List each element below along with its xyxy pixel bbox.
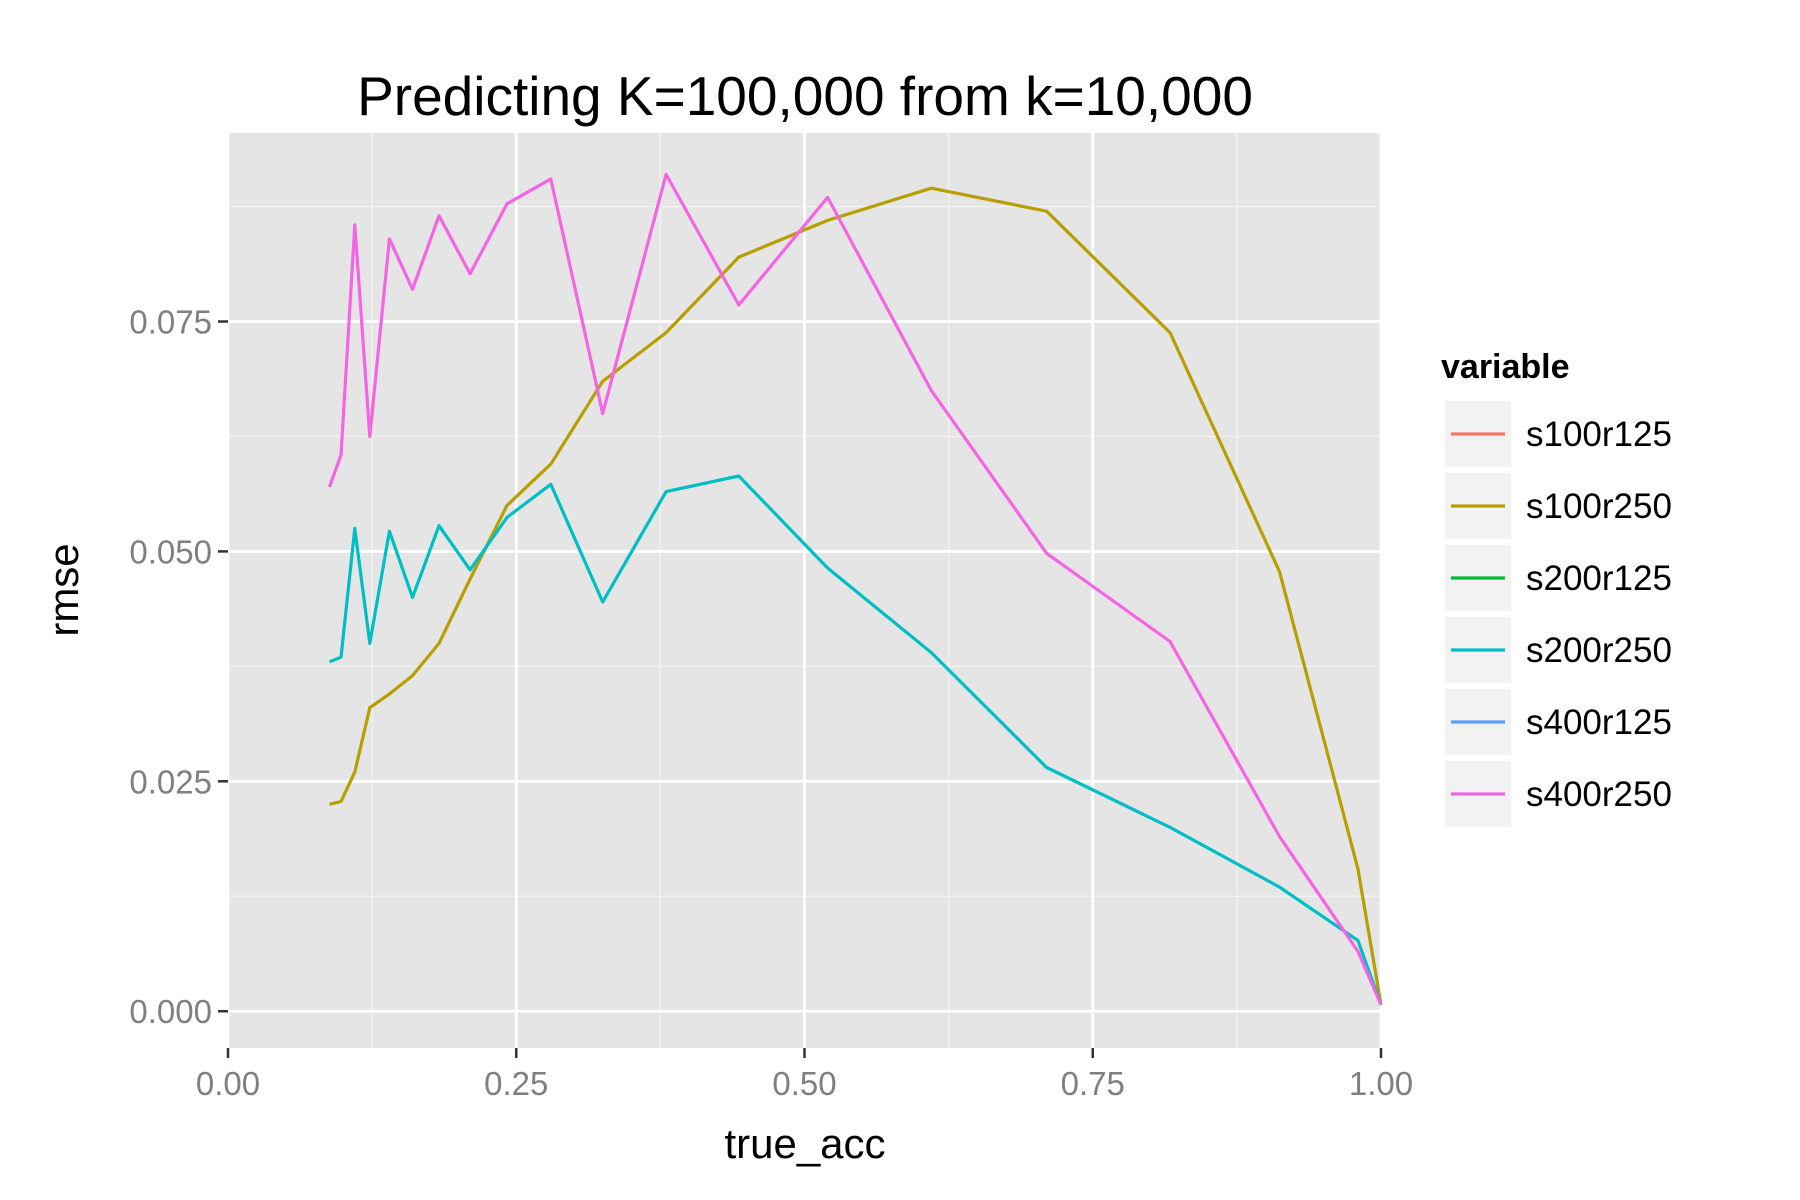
legend-label-s200r125: s200r125 xyxy=(1526,559,1672,598)
x-tick-label: 0.50 xyxy=(772,1065,836,1102)
x-tick-label: 1.00 xyxy=(1349,1065,1413,1102)
series-line-s100r250 xyxy=(329,186,1383,1006)
y-axis: 0.000 0.025 0.050 0.075 xyxy=(129,304,228,1030)
y-tick-label: 0.075 xyxy=(129,304,212,341)
x-axis-title: true_acc xyxy=(724,1120,885,1167)
legend-title: variable xyxy=(1441,348,1570,386)
legend-label-s100r250: s100r250 xyxy=(1526,487,1672,526)
legend-items: s100r125 s100r250 s200r125 s200r250 s400r125… xyxy=(1443,399,1672,829)
series-lines xyxy=(327,172,1383,1006)
series-line-s200r250 xyxy=(328,474,1383,1006)
legend-label-s200r250: s200r250 xyxy=(1526,631,1672,670)
major-gridlines xyxy=(226,133,1383,1048)
y-axis-title: rmse xyxy=(40,543,87,636)
legend-label-s400r125: s400r125 xyxy=(1526,703,1672,742)
x-tick-label: 0.75 xyxy=(1061,1065,1125,1102)
y-tick-label: 0.025 xyxy=(129,763,212,800)
x-tick-label: 0.25 xyxy=(484,1065,548,1102)
legend-label-s100r125: s100r125 xyxy=(1526,415,1672,454)
x-axis: 0.00 0.25 0.50 0.75 1.00 xyxy=(196,1048,1413,1102)
legend: variable s100r125 s100r250 s200r125 s200r25… xyxy=(1441,348,1672,829)
chart-title: Predicting K=100,000 from k=10,000 xyxy=(357,65,1253,127)
x-tick-label: 0.00 xyxy=(196,1065,260,1102)
y-tick-label: 0.050 xyxy=(129,533,212,570)
series-line-s400r250 xyxy=(327,172,1383,1006)
legend-label-s400r250: s400r250 xyxy=(1526,775,1672,814)
y-tick-label: 0.000 xyxy=(129,993,212,1030)
